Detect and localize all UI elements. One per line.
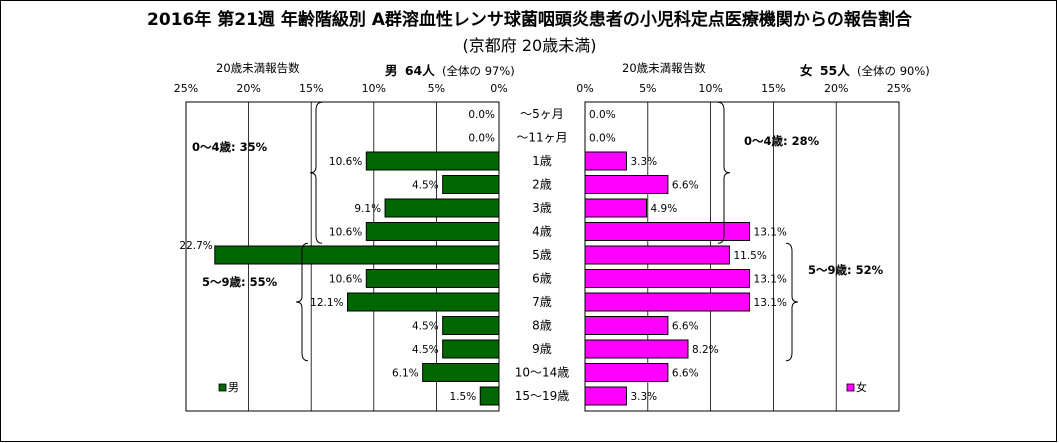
female-sex-label: 女 xyxy=(800,63,813,78)
female-5-9-brace xyxy=(785,242,799,362)
female-data-label: 0.0% xyxy=(589,133,616,145)
female-bar xyxy=(584,363,669,382)
male-data-label: 4.5% xyxy=(412,180,439,192)
male-bar xyxy=(365,269,500,288)
female-bar xyxy=(584,269,751,288)
female-bar xyxy=(584,386,627,406)
male-summary: 男 64人 (全体の 97%) xyxy=(385,60,515,79)
female-bar xyxy=(584,316,669,335)
female-0-4-group-label: 0～4歳: 28% xyxy=(744,134,820,148)
female-data-label: 13.1% xyxy=(754,297,787,309)
female-x-tick-label: 20% xyxy=(824,82,848,95)
age-category-label: 3歳 xyxy=(532,201,552,215)
female-bar xyxy=(584,175,669,194)
male-share: (全体の 97%) xyxy=(442,64,515,78)
age-category-label: 15～19歳 xyxy=(515,389,570,403)
male-caption: 20歳未満報告数 xyxy=(216,61,300,75)
female-data-label: 6.6% xyxy=(672,321,699,333)
female-x-tick-label: 0% xyxy=(576,82,593,95)
female-bar xyxy=(584,292,751,312)
male-data-label: 10.6% xyxy=(329,156,362,168)
age-category-label: 7歳 xyxy=(532,295,552,309)
male-bar xyxy=(442,316,500,335)
age-category-label: 4歳 xyxy=(532,225,552,239)
male-5-9-brace xyxy=(295,242,309,362)
male-x-tick-label: 20% xyxy=(236,82,260,95)
female-data-label: 13.1% xyxy=(754,274,787,286)
male-count: 64人 xyxy=(404,63,435,78)
male-data-label: 4.5% xyxy=(412,344,439,356)
male-legend-label: 男 xyxy=(228,381,239,394)
female-data-label: 6.6% xyxy=(672,180,699,192)
age-category-label: ～5ヶ月 xyxy=(520,107,564,121)
male-data-label: 4.5% xyxy=(412,321,439,333)
female-x-tick-label: 5% xyxy=(639,82,656,95)
female-caption: 20歳未満報告数 xyxy=(622,61,706,75)
chart-subtitle: (京都府 20歳未満) xyxy=(462,36,597,55)
male-0-4-group-label: 0～4歳: 35% xyxy=(192,140,268,154)
female-legend-swatch xyxy=(846,383,855,392)
male-data-label: 10.6% xyxy=(329,227,362,239)
male-bar xyxy=(479,386,500,406)
female-share: (全体の 90%) xyxy=(857,64,930,78)
male-sex-label: 男 xyxy=(385,63,398,78)
age-category-label: 2歳 xyxy=(532,178,552,192)
female-0-4-brace xyxy=(717,101,731,244)
male-x-tick-label: 25% xyxy=(174,82,198,95)
female-data-label: 13.1% xyxy=(754,227,787,239)
female-summary: 女 55人 (全体の 90%) xyxy=(800,60,930,79)
female-x-tick-label: 15% xyxy=(761,82,785,95)
age-category-label: 1歳 xyxy=(532,154,552,168)
male-bar xyxy=(422,363,500,382)
chart-title: 2016年 第21週 年齢階級別 A群溶血性レンサ球菌咽頭炎患者の小児科定点医療… xyxy=(147,10,912,30)
male-legend-swatch xyxy=(218,383,227,392)
female-legend-label: 女 xyxy=(856,380,867,394)
female-5-9-group-label: 5～9歳: 52% xyxy=(808,263,884,277)
male-x-tick-label: 10% xyxy=(362,82,386,95)
age-category-label: ～11ヶ月 xyxy=(516,131,567,145)
female-data-label: 3.3% xyxy=(630,391,657,403)
male-data-label: 0.0% xyxy=(468,133,495,145)
male-5-9-group-label: 5～9歳: 55% xyxy=(202,275,278,289)
male-bar xyxy=(442,339,500,359)
female-bar xyxy=(584,151,627,171)
female-count: 55人 xyxy=(819,63,850,78)
male-data-label: 0.0% xyxy=(468,109,495,121)
male-data-label: 9.1% xyxy=(354,203,381,215)
male-bar xyxy=(214,245,500,265)
age-category-label: 8歳 xyxy=(532,319,552,333)
male-data-label: 6.1% xyxy=(392,368,419,380)
male-x-tick-label: 0% xyxy=(490,82,507,95)
age-category-label: 5歳 xyxy=(532,248,552,262)
female-bar xyxy=(584,245,730,265)
male-data-label: 12.1% xyxy=(310,297,343,309)
age-category-label: 9歳 xyxy=(532,342,552,356)
male-data-label: 22.7% xyxy=(179,240,212,252)
male-data-label: 1.5% xyxy=(450,391,477,403)
male-x-tick-label: 15% xyxy=(299,82,323,95)
female-bar xyxy=(584,198,648,218)
female-x-tick-label: 10% xyxy=(698,82,722,95)
female-data-label: 4.9% xyxy=(651,203,678,215)
male-0-4-brace xyxy=(309,101,323,244)
female-bar xyxy=(584,222,751,241)
female-bar xyxy=(584,339,689,359)
age-category-label: 10～14歳 xyxy=(515,366,570,380)
male-bar xyxy=(384,198,500,218)
female-x-tick-label: 25% xyxy=(887,82,911,95)
male-bar xyxy=(365,151,500,171)
female-data-label: 3.3% xyxy=(630,156,657,168)
female-data-label: 6.6% xyxy=(672,368,699,380)
female-data-label: 11.5% xyxy=(733,250,766,262)
age-category-label: 6歳 xyxy=(532,272,552,286)
male-bar xyxy=(365,222,500,241)
female-data-label: 0.0% xyxy=(589,109,616,121)
female-data-label: 8.2% xyxy=(692,344,719,356)
male-bar xyxy=(347,292,500,312)
male-x-tick-label: 5% xyxy=(428,82,445,95)
male-data-label: 10.6% xyxy=(329,274,362,286)
male-bar xyxy=(442,175,500,194)
